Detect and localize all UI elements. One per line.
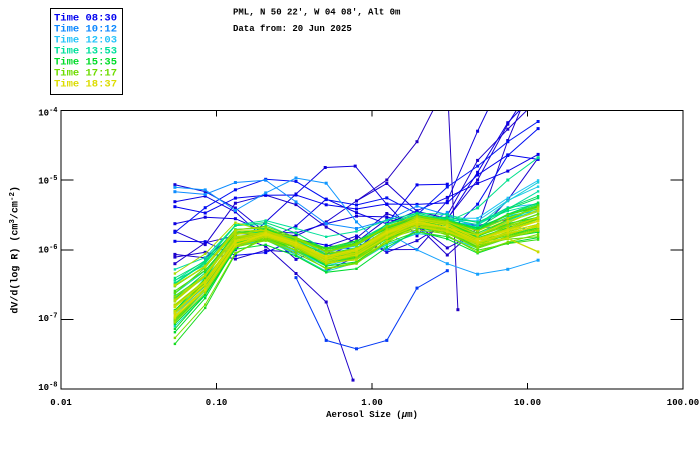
svg-text:Data from: 20 Jun 2025: Data from: 20 Jun 2025 [233, 24, 352, 34]
svg-text:Time 10:12: Time 10:12 [54, 24, 117, 36]
svg-text:0.01: 0.01 [50, 398, 72, 408]
svg-text:0.10: 0.10 [206, 398, 228, 408]
svg-text:dV/d(log R) (cm3/cm-2): dV/d(log R) (cm3/cm-2) [9, 186, 22, 314]
svg-text:10-8: 10-8 [38, 382, 57, 394]
svg-text:Time 17:17: Time 17:17 [54, 68, 117, 80]
svg-text:10-6: 10-6 [38, 244, 57, 256]
svg-text:10-5: 10-5 [38, 175, 57, 187]
svg-text:10-4: 10-4 [38, 107, 57, 119]
svg-text:10-7: 10-7 [38, 313, 57, 325]
svg-text:Time 08:30: Time 08:30 [54, 13, 117, 25]
svg-text:PML, N 50 22', W 04 08', Alt 0: PML, N 50 22', W 04 08', Alt 0m [233, 8, 401, 18]
svg-text:Time 15:35: Time 15:35 [54, 57, 117, 69]
svg-text:Time 12:03: Time 12:03 [54, 35, 117, 47]
svg-text:100.00: 100.00 [667, 398, 699, 408]
svg-text:10.00: 10.00 [514, 398, 541, 408]
svg-text:1.00: 1.00 [361, 398, 383, 408]
svg-text:Time 18:37: Time 18:37 [54, 79, 117, 91]
svg-text:Time 13:53: Time 13:53 [54, 46, 117, 58]
svg-text:Aerosol Size (μm): Aerosol Size (μm) [326, 410, 418, 420]
